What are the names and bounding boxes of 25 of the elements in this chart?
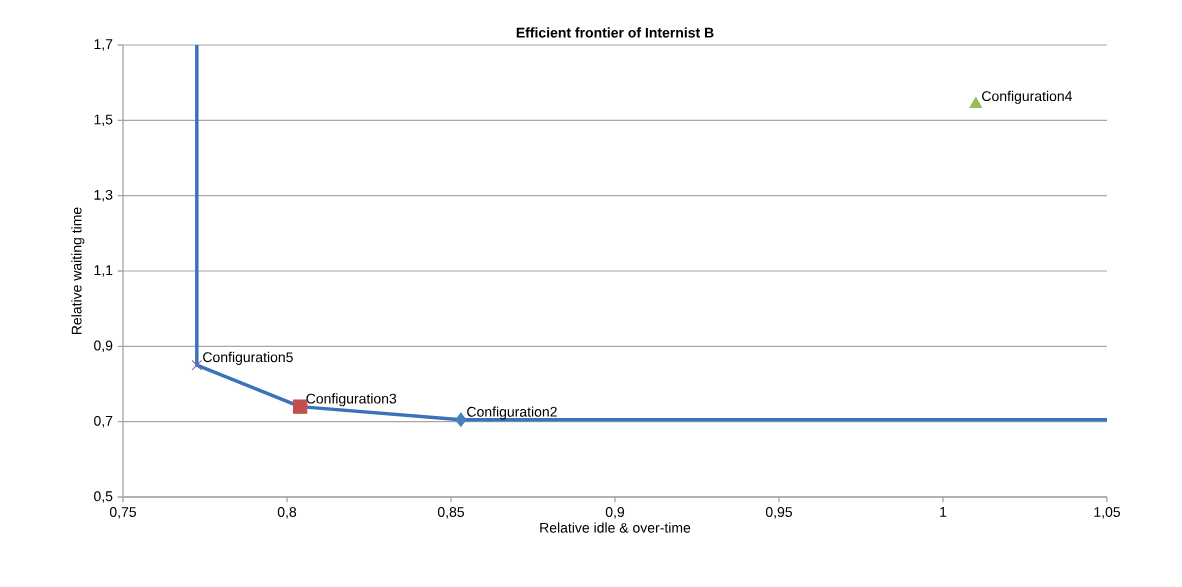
x-tick-label: 0,9 — [605, 507, 625, 519]
x-tick-label: 0,8 — [277, 507, 297, 519]
y-axis-title: Relative waiting time — [71, 207, 85, 335]
series-label: Configuration5 — [203, 351, 293, 365]
point — [455, 412, 467, 427]
point — [191, 359, 203, 371]
x-tick-label: 1 — [940, 507, 947, 517]
series-label: Configuration2 — [467, 406, 557, 420]
y-tick-label: 1,1 — [94, 265, 113, 277]
y-tick-label: 1,3 — [94, 189, 113, 202]
chart-title: Efficient frontier of Internist B — [516, 27, 714, 38]
series-label: Configuration4 — [982, 90, 1073, 104]
y-tick-label: 1,7 — [94, 39, 113, 51]
series-label: Configuration3 — [306, 393, 397, 407]
x-tick-label: 1,05 — [1094, 507, 1121, 519]
point — [969, 96, 983, 109]
y-tick-label: 0,5 — [94, 491, 113, 503]
point — [292, 399, 308, 414]
y-tick-label: 0,9 — [94, 340, 113, 353]
x-tick-label: 0,75 — [109, 507, 137, 519]
y-tick-label: 1,5 — [94, 114, 113, 127]
x-axis-title: Relative idle & over-time — [540, 522, 691, 533]
x-tick-label: 0,95 — [765, 507, 793, 519]
y-tick-label: 0,7 — [94, 415, 113, 428]
x-tick-label: 0,85 — [437, 507, 465, 519]
